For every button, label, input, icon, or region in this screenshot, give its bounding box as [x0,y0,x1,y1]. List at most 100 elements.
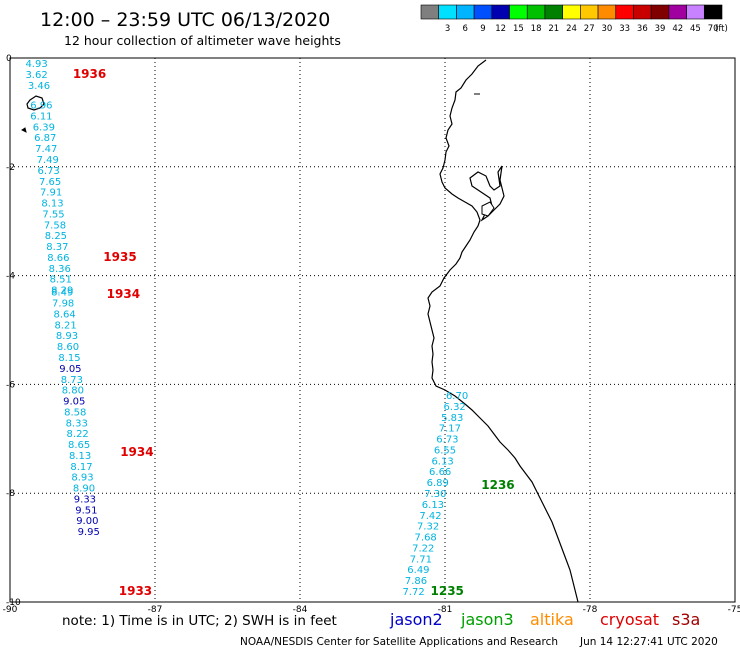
colorbar-swatch [562,4,581,20]
colorbar-tick-label: 3 [445,24,450,34]
wave-height-label: 7.86 [405,576,427,587]
wave-height-label: 8.93 [56,331,78,342]
wave-height-label: 6.73 [436,435,458,446]
lon-tick-label: -84 [293,605,308,615]
wave-height-label: 8.15 [58,353,80,364]
wave-height-label: 7.17 [439,424,461,435]
colorbar-tick-label: 27 [584,24,595,34]
wave-height-label: 8.36 [49,264,71,275]
colorbar-swatch [615,4,634,20]
wave-height-label: 8.64 [53,309,75,320]
pass-time-label: 1236 [481,478,514,492]
west-track: 4.933.623.46 6.966.116.396.877.477.496.73… [25,59,99,538]
wave-height-label: 7.55 [42,209,64,220]
colorbar-tick-label: 12 [495,24,506,34]
wave-height-label: 8.80 [62,386,84,397]
colorbar-tick-label: 9 [480,24,485,34]
wave-height-label: 7.72 [402,587,424,598]
colorbar-tick-label: 30 [601,24,612,34]
puna-island [481,201,495,217]
colorbar-swatch [650,4,670,20]
colorbar-tick-label: 21 [548,24,559,34]
lat-tick-label: -6 [6,380,15,390]
wave-height-label: 7.68 [415,533,437,544]
wave-height-label: 9.95 [78,527,100,538]
colorbar-swatch [580,4,599,20]
colorbar-unit: (ft) [715,24,728,34]
colorbar-tick-label: 24 [566,24,577,34]
pass-time-label: 1934 [120,445,153,459]
wave-height-label: 6.87 [34,133,56,144]
units-note: note: 1) Time is in UTC; 2) SWH is in fe… [62,613,337,629]
colorbar-tick-label: 39 [655,24,666,34]
lat-lon-grid [10,58,735,602]
wave-height-label: 8.58 [64,407,86,418]
wave-height-label: 7.30 [424,489,446,500]
pass-time-labels: 1936 1935 1934 1934 1933 1236 1235 [73,67,515,598]
generated-timestamp: Jun 14 12:27:41 UTC 2020 [579,636,718,648]
colorbar-swatch [438,4,457,20]
wave-height-label: 7.91 [40,188,62,199]
colorbar-swatch [597,4,617,20]
wave-height-label: 3.62 [25,70,47,81]
wave-height-label: 8.13 [41,199,63,210]
lon-tick-label: -90 [3,605,18,615]
satellite-legend-cryosat: cryosat [600,610,659,629]
colorbar-swatch [544,4,563,20]
satellite-legend-jason3: jason3 [460,610,514,629]
wave-height-label: 6.70 [446,391,468,402]
colorbar-tick-label: 33 [619,24,630,34]
colorbar-swatch [668,4,687,20]
wave-height-label: 9.51 [75,505,97,516]
map-title: 12:00 – 23:59 UTC 06/13/2020 [40,9,330,31]
isabela-island [26,95,45,111]
wave-height-label: 8.73 [61,375,83,386]
wave-height-label: 7.49 [37,155,59,166]
wave-height-label: 7.58 [44,220,66,231]
wave-height-label: 8.33 [66,418,88,429]
wave-height-label: 4.93 [25,59,47,70]
wave-height-label: 7.65 [39,177,61,188]
wave-height-label: 9.05 [59,364,81,375]
wave-height-label: 9.33 [74,494,96,505]
map-frame [9,57,736,603]
colorbar-swatch [420,4,440,20]
wave-height-label: 6.49 [407,565,429,576]
wave-height-label: 6.55 [434,445,456,456]
lat-tick-label: 0 [6,54,12,64]
wave-height-label: 8.90 [73,484,95,495]
wave-height-label: 8.37 [46,242,68,253]
east-track: 6.706.325.837.176.736.556.136.666.897.30… [402,391,468,598]
colorbar-tick-label: 36 [637,24,648,34]
wave-height-label: 8.51 [50,275,72,286]
wave-height-label: 8.25 [45,231,67,242]
wave-height-label: 7.71 [410,554,432,565]
satellite-legend-s3a: s3a [672,610,700,629]
wave-height-label: 8.21 [54,320,76,331]
wave-height-label: 8.13 [69,451,91,462]
wave-height-label: 7.98 [52,299,74,310]
pass-time-label: 1235 [431,584,464,598]
lon-tick-label: -78 [583,605,598,615]
lon-tick-label: -75 [728,605,740,615]
colorbar-tick-label: 70 [708,24,719,34]
colorbar-tick-label: 18 [531,24,542,34]
colorbar-legend: 3 6 9 12 15 18 21 24 27 30 33 36 39 42 45 70 [420,4,723,34]
colorbar-swatch [456,4,475,20]
satellite-legend-jason2: jason2 [389,610,443,629]
pass-time-label: 1933 [119,584,152,598]
colorbar-swatch [633,4,652,20]
lat-tick-label: -8 [6,489,15,499]
wave-height-label: 8.49 [51,288,73,299]
source-credit: NOAA/NESDIS Center for Satellite Applica… [240,636,558,648]
lon-tick-label: -87 [148,605,163,615]
wave-height-label: 6.89 [427,478,449,489]
lat-tick-label: -4 [6,272,15,282]
wave-height-label: 7.42 [419,511,441,522]
wave-height-label: 3.46 [28,81,50,92]
colorbar-swatch [473,4,493,20]
wave-height-label: 8.65 [68,440,90,451]
map-subtitle: 12 hour collection of altimeter wave hei… [64,33,341,48]
colorbar-swatch [509,4,528,20]
